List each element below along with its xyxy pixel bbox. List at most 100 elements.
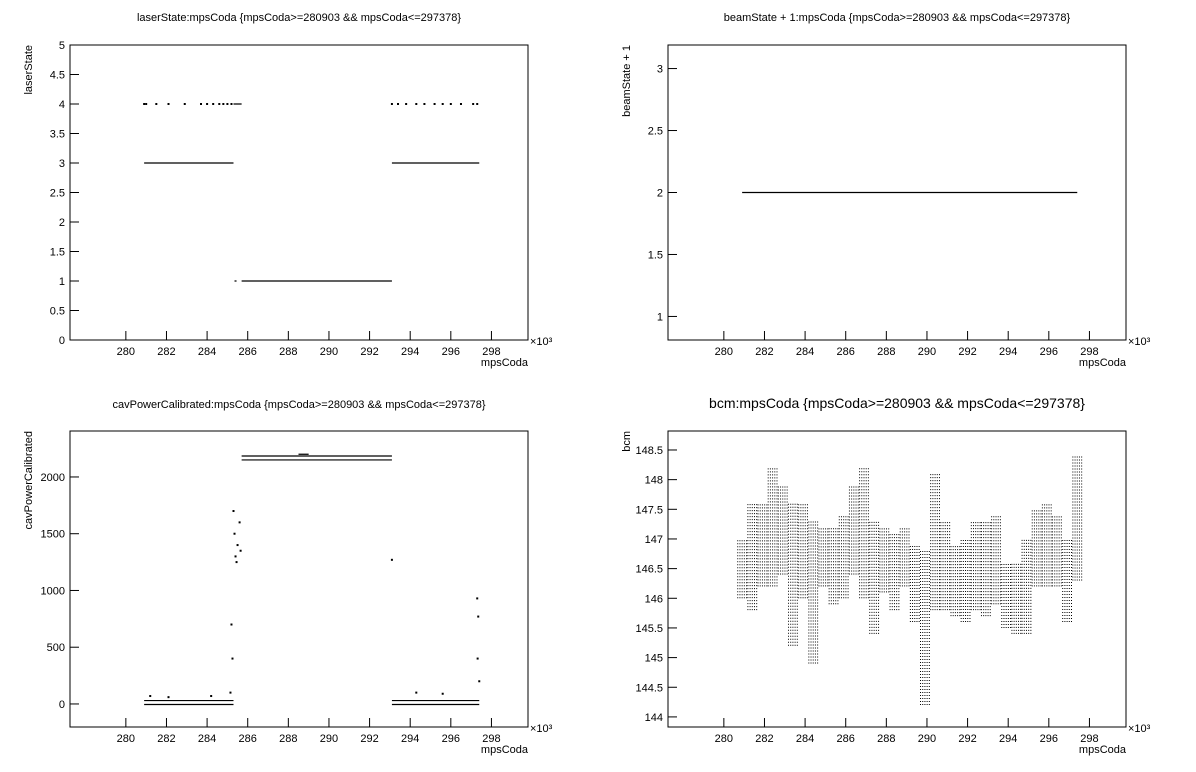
data-line — [144, 103, 480, 282]
x-tick-label: 280 — [117, 733, 135, 745]
x-tick-label: 290 — [320, 733, 338, 745]
data-point — [472, 103, 475, 105]
x-tick-label: 284 — [198, 733, 216, 745]
data-point — [167, 103, 170, 105]
data-point — [226, 103, 229, 105]
data-point — [143, 103, 146, 105]
x-tick-label: 280 — [117, 346, 135, 358]
y-tick-label: 144 — [645, 712, 663, 724]
data-point — [238, 521, 241, 524]
data-point — [423, 103, 426, 105]
data-point — [231, 657, 234, 660]
x-axis-label: mpsCoda — [481, 744, 529, 756]
x-exponent: ×10³ — [530, 336, 553, 348]
x-tick-label: 280 — [715, 346, 733, 358]
y-tick-label: 1 — [59, 276, 65, 288]
y-tick-label: 2.5 — [50, 188, 65, 200]
data-point — [449, 103, 452, 105]
x-tick-label: 292 — [958, 733, 976, 745]
y-tick-label: 1 — [657, 311, 663, 323]
x-tick-label: 282 — [755, 346, 773, 358]
y-tick-label: 4.5 — [50, 70, 65, 82]
chart-title: bcm:mpsCoda {mpsCoda>=280903 && mpsCoda<… — [709, 395, 1085, 411]
y-tick-label: 148.5 — [635, 445, 663, 457]
y-tick-label: 4 — [59, 99, 65, 111]
x-tick-label: 288 — [279, 733, 297, 745]
x-tick-label: 294 — [401, 346, 419, 358]
x-tick-label: 282 — [755, 733, 773, 745]
x-tick-label: 288 — [279, 346, 297, 358]
y-tick-label: 2 — [59, 217, 65, 229]
x-tick-label: 294 — [401, 733, 419, 745]
y-axis-label: laserState — [23, 45, 35, 95]
x-tick-label: 294 — [999, 346, 1017, 358]
y-tick-label: 147.5 — [635, 504, 663, 516]
y-tick-label: 147 — [645, 534, 663, 546]
data-line — [144, 453, 480, 706]
y-tick-label: 146 — [645, 593, 663, 605]
y-tick-label: 500 — [47, 642, 65, 654]
y-tick-label: 3.5 — [50, 129, 65, 141]
data-point — [183, 103, 186, 105]
y-tick-label: 144.5 — [635, 682, 663, 694]
x-tick-label: 298 — [1080, 733, 1098, 745]
data-point — [206, 103, 209, 105]
x-tick-label: 284 — [198, 346, 216, 358]
data-point — [459, 103, 462, 105]
data-point — [236, 544, 239, 547]
data-point — [405, 103, 408, 105]
x-axis-label: mpsCoda — [1079, 357, 1127, 369]
y-tick-label: 2.5 — [648, 126, 663, 138]
data-point — [390, 558, 393, 561]
x-tick-label: 296 — [1040, 346, 1058, 358]
x-tick-label: 298 — [1080, 346, 1098, 358]
x-tick-label: 298 — [482, 346, 500, 358]
y-tick-label: 1000 — [41, 585, 65, 597]
x-tick-label: 282 — [157, 346, 175, 358]
y-tick-label: 145 — [645, 653, 663, 665]
data-point — [212, 103, 215, 105]
data-point — [390, 103, 393, 105]
data-point — [234, 555, 237, 558]
chart-title: laserState:mpsCoda {mpsCoda>=280903 && m… — [137, 12, 461, 24]
x-tick-label: 286 — [239, 733, 257, 745]
data-point — [210, 695, 213, 698]
y-axis-label: beamState + 1 — [621, 45, 633, 117]
y-axis-label: bcm — [621, 431, 633, 452]
x-tick-label: 282 — [157, 733, 175, 745]
x-exponent: ×10³ — [1128, 723, 1151, 735]
data-point — [229, 691, 232, 694]
data-point — [149, 695, 152, 698]
x-tick-label: 280 — [715, 733, 733, 745]
data-point — [441, 103, 444, 105]
x-tick-label: 288 — [877, 733, 895, 745]
y-tick-label: 3 — [59, 158, 65, 170]
x-tick-label: 284 — [796, 346, 814, 358]
y-tick-label: 2000 — [41, 472, 65, 484]
y-tick-label: 148 — [645, 475, 663, 487]
y-tick-label: 3 — [657, 64, 663, 76]
data-point — [235, 561, 238, 564]
x-axis-label: mpsCoda — [481, 357, 529, 369]
data-point — [476, 597, 479, 600]
data-point — [239, 549, 242, 552]
data-point — [230, 103, 233, 105]
data-point — [477, 615, 480, 618]
plot-frame — [69, 430, 529, 728]
data-point — [476, 657, 479, 660]
data-point — [415, 691, 418, 694]
data-point — [218, 103, 221, 105]
data-point — [415, 103, 418, 105]
x-tick-label: 292 — [360, 733, 378, 745]
data-point — [433, 103, 436, 105]
data-point — [478, 680, 481, 683]
y-tick-label: 5 — [59, 40, 65, 52]
data-point — [232, 510, 235, 513]
plot-frame — [667, 430, 1127, 728]
x-exponent: ×10³ — [530, 723, 553, 735]
data-point — [155, 103, 158, 105]
x-tick-label: 292 — [958, 346, 976, 358]
data-point — [145, 103, 148, 105]
